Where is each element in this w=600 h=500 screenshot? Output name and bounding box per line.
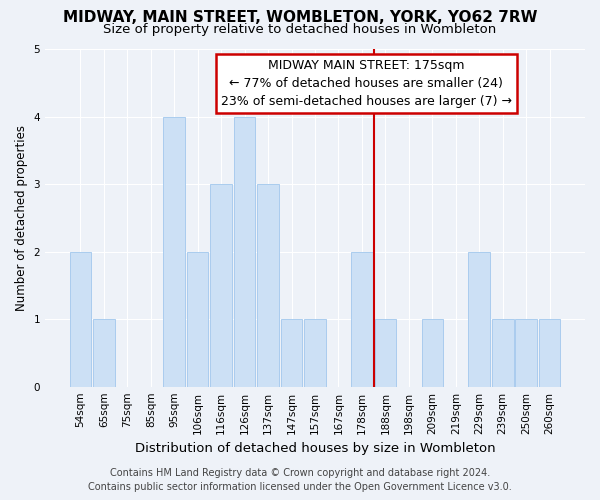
Bar bbox=[93, 319, 115, 386]
X-axis label: Distribution of detached houses by size in Wombleton: Distribution of detached houses by size … bbox=[135, 442, 496, 455]
Bar bbox=[539, 319, 560, 386]
Bar bbox=[374, 319, 396, 386]
Text: MIDWAY MAIN STREET: 175sqm
← 77% of detached houses are smaller (24)
23% of semi: MIDWAY MAIN STREET: 175sqm ← 77% of deta… bbox=[221, 59, 512, 108]
Bar bbox=[187, 252, 208, 386]
Bar bbox=[469, 252, 490, 386]
Bar bbox=[211, 184, 232, 386]
Bar bbox=[234, 116, 256, 386]
Bar bbox=[257, 184, 279, 386]
Y-axis label: Number of detached properties: Number of detached properties bbox=[15, 125, 28, 311]
Bar bbox=[515, 319, 537, 386]
Text: MIDWAY, MAIN STREET, WOMBLETON, YORK, YO62 7RW: MIDWAY, MAIN STREET, WOMBLETON, YORK, YO… bbox=[63, 10, 537, 25]
Bar bbox=[281, 319, 302, 386]
Bar bbox=[492, 319, 514, 386]
Bar bbox=[351, 252, 373, 386]
Text: Contains HM Land Registry data © Crown copyright and database right 2024.
Contai: Contains HM Land Registry data © Crown c… bbox=[88, 468, 512, 492]
Text: Size of property relative to detached houses in Wombleton: Size of property relative to detached ho… bbox=[103, 22, 497, 36]
Bar bbox=[163, 116, 185, 386]
Bar bbox=[304, 319, 326, 386]
Bar bbox=[422, 319, 443, 386]
Bar bbox=[70, 252, 91, 386]
